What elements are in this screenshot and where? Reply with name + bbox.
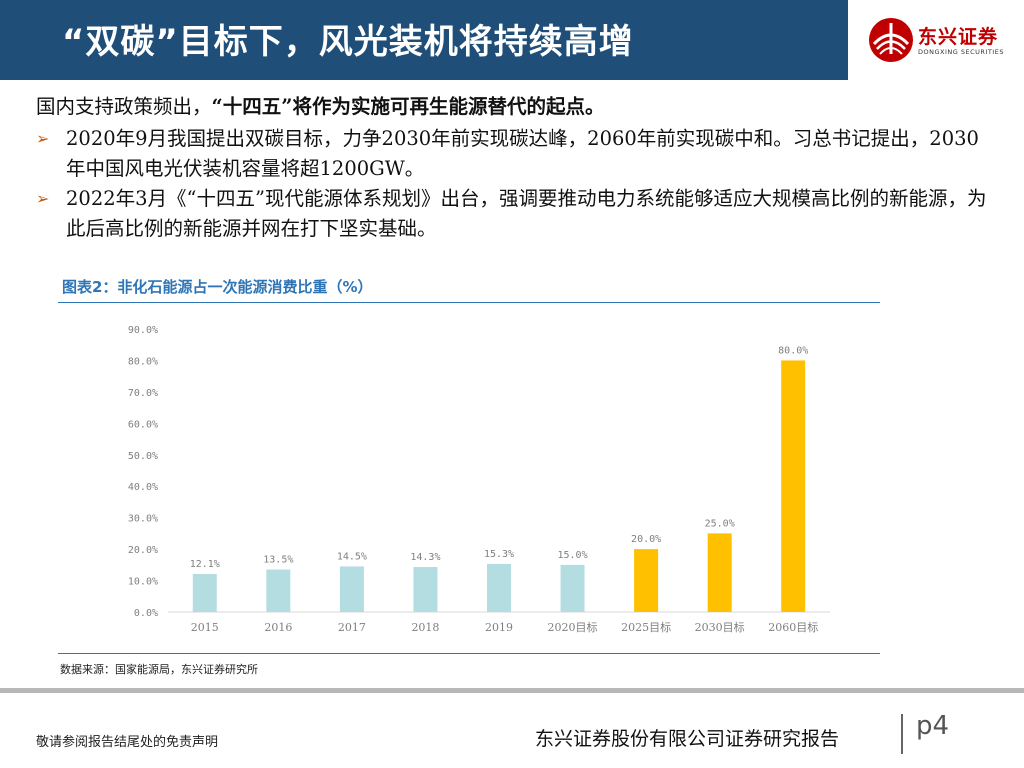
intro-prefix: 国内支持政策频出， [36,95,212,118]
bar-value-label: 15.3% [484,549,514,560]
bar-value-label: 12.1% [190,559,220,570]
y-tick-label: 30.0% [128,514,158,525]
x-tick-label: 2017 [338,621,366,634]
y-tick-label: 60.0% [128,419,158,430]
disclaimer-note: 敬请参阅报告结尾处的免责声明 [36,735,219,750]
bullet-text: 2022年3月《“十四五”现代能源体系规划》出台，强调要推动电力系统能够适应大规… [66,187,987,240]
bar [634,549,659,612]
bar [339,566,364,612]
page-number-divider [901,714,903,754]
bar [487,563,511,612]
x-tick-label: 2018 [411,621,439,634]
bullet-text: 2020年9月我国提出双碳目标，力争2030年前实现碳达峰，2060年前实现碳中… [66,127,979,180]
bar [560,564,585,612]
bar [266,569,291,612]
bar-value-label: 25.0% [705,518,735,529]
x-tick-label: 2019 [485,621,513,634]
y-tick-label: 80.0% [128,356,158,367]
page-title: “双碳”目标下，风光装机将持续高增 [62,22,634,62]
logo-text-cn: 东兴证券 [918,26,999,48]
bar [192,573,217,612]
x-tick-label: 2016 [264,621,292,634]
chart-bottom-divider [58,653,880,654]
dongxing-logo-icon [869,18,913,62]
bar [781,360,806,612]
bar [707,533,732,612]
company-logo: 东兴证券 DONGXING SECURITIES [848,0,1024,80]
bar-value-label: 14.5% [337,551,367,562]
title-banner: “双碳”目标下，风光装机将持续高增 [0,0,848,80]
y-tick-label: 90.0% [128,325,158,336]
y-tick-label: 50.0% [128,451,158,462]
bar-chart: 0.0% 10.0% 20.0% 30.0% 40.0% 50.0% 60.0% 70.0% 8… [128,325,830,634]
bullet-arrow-icon: ➢ [36,129,50,148]
chart-title: 图表2：非化石能源占一次能源消费比重（%） [62,278,373,296]
report-company: 东兴证券股份有限公司证券研究报告 [535,728,840,750]
footer-divider [0,688,1024,693]
intro-paragraph: 国内支持政策频出，“十四五”将作为实施可再生能源替代的起点。 [36,92,996,122]
chart-title-divider [58,302,880,303]
page-number: p4 [916,711,950,741]
bullet-item: ➢ 2020年9月我国提出双碳目标，力争2030年前实现碳达峰，2060年前实现… [36,124,996,184]
x-tick-label: 2020目标 [548,620,598,634]
bar-value-label: 13.5% [263,555,293,566]
x-tick-label: 2030目标 [695,620,745,634]
y-tick-label: 0.0% [134,608,158,619]
bar-value-label: 14.3% [410,552,440,563]
bullet-arrow-icon: ➢ [36,189,50,208]
bar-value-label: 15.0% [558,550,588,561]
bar [413,567,438,612]
x-tick-label: 2025目标 [621,620,671,634]
y-tick-label: 20.0% [128,545,158,556]
bar-value-label: 20.0% [631,534,661,545]
bullet-item: ➢ 2022年3月《“十四五”现代能源体系规划》出台，强调要推动电力系统能够适应… [36,184,996,244]
y-tick-label: 10.0% [128,577,158,588]
x-tick-label: 2015 [191,621,219,634]
logo-text-en: DONGXING SECURITIES [918,48,1004,56]
data-source: 数据来源：国家能源局，东兴证券研究所 [60,663,258,676]
intro-bold: “十四五”将作为实施可再生能源替代的起点。 [211,95,605,118]
y-tick-label: 40.0% [128,482,158,493]
y-tick-label: 70.0% [128,388,158,399]
x-tick-label: 2060目标 [768,620,818,634]
bar-value-label: 80.0% [778,345,808,356]
